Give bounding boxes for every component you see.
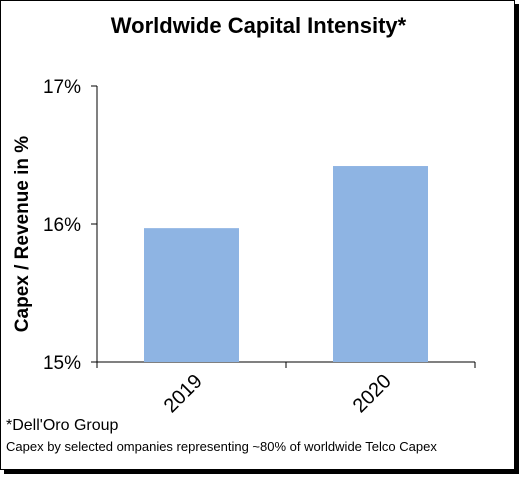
bar-chart: 15% 16% 17% Capex / Revenue in % 2019 2020 <box>12 77 476 417</box>
y-axis-title: Capex / Revenue in % <box>12 136 33 333</box>
y-tick-label: 16% <box>43 215 81 236</box>
y-tick-label: 15% <box>43 353 81 374</box>
y-tick-label: 17% <box>43 77 81 98</box>
chart-frame: Worldwide Capital Intensity* 15% 16% 17% Ca… <box>0 0 515 470</box>
bar-2019 <box>144 228 239 362</box>
x-tick-label-2020: 2020 <box>349 370 396 417</box>
x-tick-label-2019: 2019 <box>160 370 207 417</box>
source-note: *Dell'Oro Group <box>6 417 119 434</box>
chart-title: Worldwide Capital Intensity* <box>110 13 407 38</box>
footnote-text: Capex by selected ompanies representing … <box>6 439 437 454</box>
bar-2020 <box>333 166 428 362</box>
